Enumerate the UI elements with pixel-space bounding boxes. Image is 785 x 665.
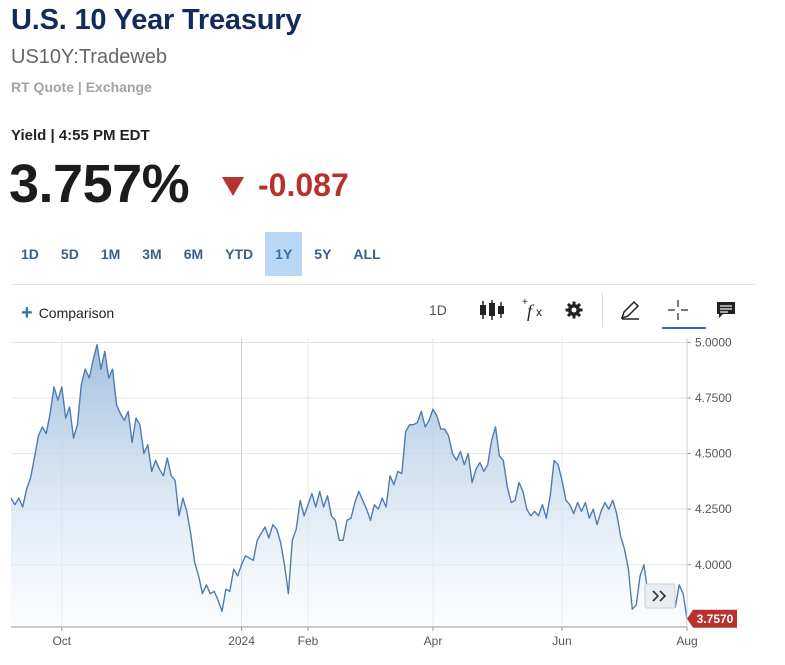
svg-text:+: +: [522, 297, 528, 308]
gear-icon[interactable]: [564, 297, 584, 323]
range-1y[interactable]: 1Y: [265, 232, 303, 276]
series-line: [10, 344, 688, 619]
down-arrow-icon: [222, 177, 244, 196]
range-5y[interactable]: 5Y: [314, 246, 332, 262]
y-tick-label: 5.0000: [695, 335, 732, 349]
toolbar-divider: [602, 293, 603, 327]
plus-icon: +: [21, 302, 33, 324]
yield-price: 3.757%: [9, 154, 190, 214]
chart-toolbar: + Comparison 1D + f x: [11, 284, 756, 329]
quote-source-label: RT Quote | Exchange: [11, 79, 152, 95]
range-ytd[interactable]: YTD: [225, 246, 254, 262]
yield-chart-svg: 5.0000 4.7500 4.5000 4.2500 4.0000 Oct 2024 Feb…: [10, 335, 737, 648]
y-tick-label: 4.0000: [695, 558, 732, 572]
scroll-latest-button[interactable]: [644, 583, 676, 609]
range-5d[interactable]: 5D: [60, 246, 79, 262]
range-1m[interactable]: 1M: [100, 246, 121, 262]
double-chevron-right-icon: [652, 590, 667, 602]
range-all[interactable]: ALL: [353, 246, 381, 262]
svg-text:f: f: [527, 301, 535, 321]
range-6m[interactable]: 6M: [183, 246, 204, 262]
price-change: -0.087: [222, 167, 349, 204]
x-tick-label: Aug: [676, 634, 697, 648]
x-tick-label: Apr: [424, 634, 443, 648]
series-area: [11, 344, 687, 627]
pencil-icon[interactable]: [619, 297, 641, 323]
scroll-latest-button-bg: [644, 583, 676, 609]
symbol-label: US10Y:Tradeweb: [11, 46, 168, 68]
x-tick-label: Feb: [298, 634, 319, 648]
last-value-marker: 3.7570: [687, 609, 737, 628]
x-tick-label: Oct: [52, 634, 71, 648]
crosshair-active-indicator: [662, 327, 706, 329]
last-value-badge: [687, 609, 737, 628]
yield-chart[interactable]: 5.0000 4.7500 4.5000 4.2500 4.0000 Oct 2024 Feb…: [0, 330, 785, 665]
price-change-value: -0.087: [258, 167, 349, 203]
x-tick-label: 2024: [228, 634, 255, 648]
candlestick-icon[interactable]: [479, 297, 505, 323]
last-value-label: 3.7570: [697, 612, 734, 626]
page-title: U.S. 10 Year Treasury: [11, 4, 302, 36]
x-tick-label: Jun: [552, 634, 571, 648]
interval-selector[interactable]: 1D: [429, 302, 447, 318]
svg-text:x: x: [536, 305, 542, 319]
yield-time-label: Yield | 4:55 PM EDT: [11, 127, 150, 144]
range-1d[interactable]: 1D: [21, 246, 39, 262]
comparison-label: Comparison: [38, 305, 115, 321]
crosshair-icon[interactable]: [667, 297, 689, 323]
y-tick-label: 4.5000: [695, 447, 732, 461]
function-icon[interactable]: + f x: [521, 297, 547, 323]
y-tick-label: 4.7500: [695, 391, 732, 405]
comparison-button[interactable]: + Comparison: [21, 302, 115, 324]
y-tick-label: 4.2500: [695, 502, 732, 516]
range-selector: 1D 5D 1M 3M 6M YTD 1Y 5Y ALL: [11, 232, 393, 276]
range-3m[interactable]: 3M: [142, 246, 162, 262]
comment-icon[interactable]: [715, 297, 737, 323]
